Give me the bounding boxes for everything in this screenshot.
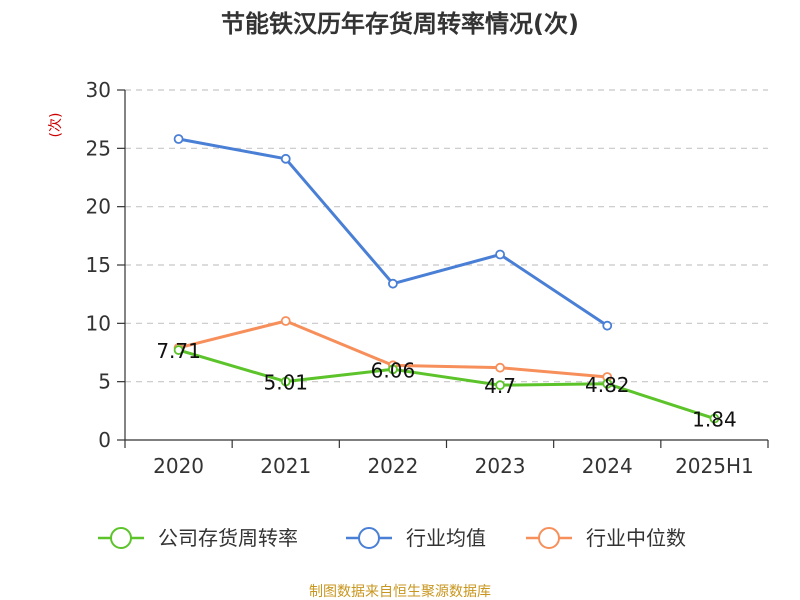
y-tick-label-10: 10 [86,311,111,335]
x-tick-label-2024: 2024 [582,454,633,478]
point-1-2022[interactable] [388,278,398,289]
point-1-2024[interactable] [602,320,613,331]
grid-lines [125,89,768,383]
legend-label-2[interactable]: 行业中位数 [586,526,686,550]
y-tick-label-5: 5 [98,370,111,394]
x-tick-label-2022: 2022 [367,454,418,478]
data-label-2020: 7.71 [156,339,201,363]
y-tick-label-20: 20 [86,195,111,219]
point-1-2020[interactable] [173,134,184,144]
point-0-2020[interactable] [173,345,184,355]
point-2-2023[interactable] [495,362,505,373]
legend-label-1[interactable]: 行业均值 [406,526,486,550]
y-tick-label-30: 30 [86,78,111,102]
legend-marker-2[interactable] [538,527,560,549]
point-0-2021[interactable] [280,376,291,387]
axes: 0 5 10 15 20 25 30 2020 2021 2022 2023 2024 2025H1 [86,78,769,478]
data-label-2023: 4.7 [484,374,516,398]
legend-label-0[interactable]: 公司存货周转率 [158,526,298,550]
source-note: 制图数据来自恒生聚源数据库 [309,584,491,600]
data-labels: 7.71 5.01 6.06 4.7 4.82 1.84 [156,339,736,431]
data-label-2022: 6.06 [371,358,416,382]
point-1-2021[interactable] [280,153,291,164]
x-tick-label-2023: 2023 [475,454,526,478]
point-2-2021[interactable] [280,316,291,326]
y-tick-label-15: 15 [86,253,111,277]
point-0-2024[interactable] [602,378,613,389]
series-line-1 [178,137,609,327]
point-0-2025H1[interactable] [709,413,720,424]
point-0-2023[interactable] [495,380,505,391]
series-lines [173,134,720,424]
data-label-2021: 5.01 [263,371,308,395]
legend[interactable]: 公司存货周转率 行业均值 行业中位数 [98,526,686,550]
x-tick-label-2025H1: 2025H1 [675,454,754,478]
chart-title: 节能铁汉历年存货周转率情况(次) [221,10,579,38]
legend-marker-1[interactable] [358,527,380,549]
point-1-2023[interactable] [495,249,505,260]
y-tick-label-0: 0 [98,428,111,452]
point-0-2022[interactable] [388,364,398,375]
x-tick-label-2020: 2020 [153,454,204,478]
legend-marker-0[interactable] [110,527,132,549]
data-label-2024: 4.82 [585,373,630,397]
series-line-0 [178,348,715,420]
data-label-2025H1: 1.84 [692,408,737,432]
y-axis-label: (次) [48,113,64,138]
x-tick-label-2021: 2021 [260,454,311,478]
y-tick-label-25: 25 [86,136,111,160]
